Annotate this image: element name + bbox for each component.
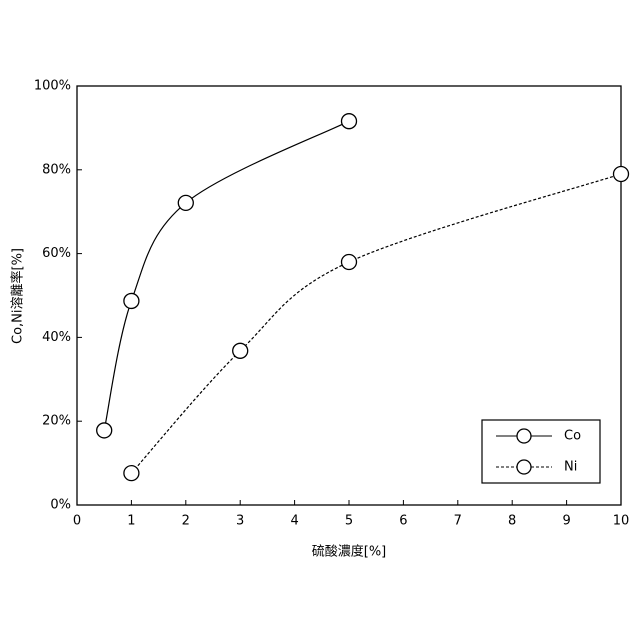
y-tick-label: 80% — [42, 162, 71, 177]
x-tick-label: 0 — [73, 514, 81, 529]
y-tick-label: 0% — [50, 498, 71, 513]
legend-label: Ni — [564, 460, 577, 475]
data-point — [614, 166, 629, 181]
data-point — [97, 423, 112, 438]
legend-label: Co — [564, 429, 581, 444]
x-tick-label: 5 — [345, 514, 353, 529]
data-point — [233, 343, 248, 358]
x-tick-label: 4 — [290, 514, 298, 529]
y-tick-label: 40% — [42, 330, 71, 345]
data-point — [124, 293, 139, 308]
data-point — [124, 466, 139, 481]
chart: 硫酸濃度[%] Co,Ni溶離率[%] 0123456789100%20%40%… — [0, 0, 640, 640]
legend-marker — [517, 460, 531, 474]
x-tick-label: 3 — [236, 514, 244, 529]
series-line — [104, 121, 349, 430]
x-tick-label: 7 — [454, 514, 462, 529]
y-axis-label: Co,Ni溶離率[%] — [10, 248, 26, 344]
y-tick-label: 60% — [42, 246, 71, 261]
y-tick-label: 20% — [42, 414, 71, 429]
data-point — [342, 254, 357, 269]
x-tick-label: 8 — [508, 514, 516, 529]
x-tick-label: 10 — [613, 514, 630, 529]
data-point — [178, 195, 193, 210]
y-tick-label: 100% — [34, 79, 71, 94]
x-tick-label: 6 — [399, 514, 407, 529]
x-axis-label: 硫酸濃度[%] — [312, 544, 387, 560]
x-tick-label: 2 — [182, 514, 190, 529]
data-point — [342, 114, 357, 129]
legend-marker — [517, 429, 531, 443]
x-tick-label: 9 — [562, 514, 570, 529]
x-tick-label: 1 — [127, 514, 135, 529]
legend-box — [482, 420, 600, 483]
